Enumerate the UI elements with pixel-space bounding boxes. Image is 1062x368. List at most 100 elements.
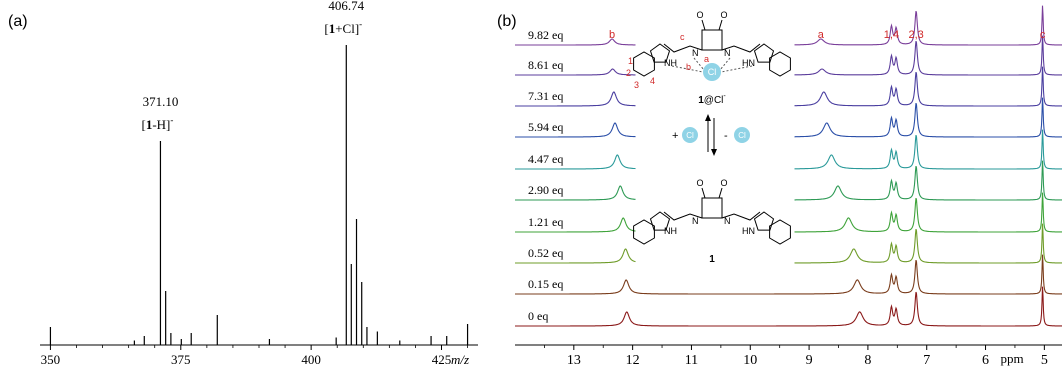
nmr-trace [515,35,1062,76]
ms-tick-label: 375 [171,352,191,367]
chloride-label: Cl [686,131,694,140]
carbonyl-bond [718,19,723,31]
atom-label-a: a [704,54,709,64]
nmr-peak-label: 1,4 [884,29,899,41]
carbonyl-bond [718,187,723,199]
hbond [693,57,705,71]
nmr-trace-label: 4.47 eq [528,152,563,166]
chemical-scheme: O O N N NH HN Cl 1 23 4 c a b O O N N NH HN 1@Cl- 1 + Cl - Cl [626,10,791,265]
linker-left [663,211,703,221]
linker-right [721,211,761,221]
complex-label: 1@Cl- [698,93,726,106]
ms-peak-value: 406.74 [328,0,364,13]
nmr-trace-label: 1.21 eq [528,215,563,229]
nmr-trace-label: 0 eq [528,309,548,323]
hbond [719,57,731,71]
nh-label: NH [664,226,677,236]
nmr-trace [515,160,1062,201]
nmr-trace-label: 5.94 eq [528,120,563,134]
oxygen-atom: O [696,10,703,20]
atom-label-b: b [686,62,691,72]
benzene-ring [633,51,655,77]
ms-peak-value: 371.10 [143,94,179,109]
imidazole-ring [649,43,671,63]
nitrogen-atom: N [724,48,731,58]
carbonyl-bond [701,19,706,31]
nh-label: NH [664,58,677,68]
ring-number: 3 [634,80,639,90]
nmr-trace-label: 9.82 eq [528,28,563,42]
ms-peak-assignment: [1-H]- [142,115,174,132]
nmr-trace [515,223,1062,264]
ring-number: 4 [650,76,655,86]
hbond [720,65,753,73]
molecule-free: O O N N NH HN [633,178,791,245]
imidazole-ring [753,211,775,231]
ring-number: 2 [626,68,631,78]
nmr-trace [515,5,1062,46]
benzene-ring [633,219,655,245]
ms-tick-label: 400 [301,352,321,367]
arrowhead [705,114,711,121]
chloride-ion [734,127,750,143]
nmr-trace-label: 2.90 eq [528,183,563,197]
nmr-tick-label: 6 [982,353,989,368]
nmr-tick-label: 8 [864,353,871,368]
benzene-ring [769,51,791,77]
nmr-trace [515,192,1062,233]
linker-left [663,43,703,53]
nmr-tick-label: 5 [1041,353,1048,368]
ms-peak-assignment: [1+Cl]- [324,19,362,36]
chloride-ion [703,63,721,81]
hn-label: HN [742,58,755,68]
nmr-peak-label: 2,3 [908,29,923,41]
nmr-peak-label: b [609,29,615,41]
atom-label-c: c [680,32,685,42]
squaramide-ring [701,197,723,219]
nmr-trace-label: 8.61 eq [528,58,563,72]
nmr-tick-label: 12 [626,353,640,368]
panel-label-b: (b) [497,13,517,30]
nmr-tick-label: 10 [743,353,757,368]
nmr-trace [515,66,1062,107]
nmr-tick-label: 9 [806,353,813,368]
nitrogen-atom: N [692,216,699,226]
panel-label-a: (a) [8,13,28,30]
nitrogen-atom: N [724,216,731,226]
nmr-trace-label: 0.15 eq [528,277,563,291]
hn-label: HN [742,226,755,236]
arrowhead [711,149,717,156]
ring-number: 1 [628,56,633,66]
nmr-trace [515,97,1062,138]
imidazole-ring [753,43,775,63]
imidazole-ring [649,211,671,231]
chloride-label: Cl [738,131,746,140]
nmr-trace-label: 0.52 eq [528,246,563,260]
free-label: 1 [709,254,715,265]
nmr-tick-label: 11 [685,353,698,368]
molecule-complex: O O N N NH HN Cl 1 23 4 c a b [626,10,791,90]
nmr-peak-label: a [818,29,825,41]
chloride-label: Cl [708,67,717,77]
nmr-x-label: ppm [1000,351,1023,366]
nmr-trace [515,286,1062,327]
nmr-trace [515,129,1062,170]
linker-right [721,43,761,53]
oxygen-atom: O [720,178,727,188]
benzene-ring [769,219,791,245]
squaramide-ring [701,29,723,51]
remove-sign: - [724,130,728,142]
nmr-trace [515,254,1062,295]
add-sign: + [672,130,678,142]
nmr-peak-label: c [1040,29,1046,41]
ms-tick-label: 350 [41,352,61,367]
chloride-ion [682,127,698,143]
carbonyl-bond [701,187,706,199]
oxygen-atom: O [696,178,703,188]
nitrogen-atom: N [692,48,699,58]
ms-x-label: m/z [451,352,469,367]
nmr-tick-label: 13 [567,353,581,368]
oxygen-atom: O [720,10,727,20]
